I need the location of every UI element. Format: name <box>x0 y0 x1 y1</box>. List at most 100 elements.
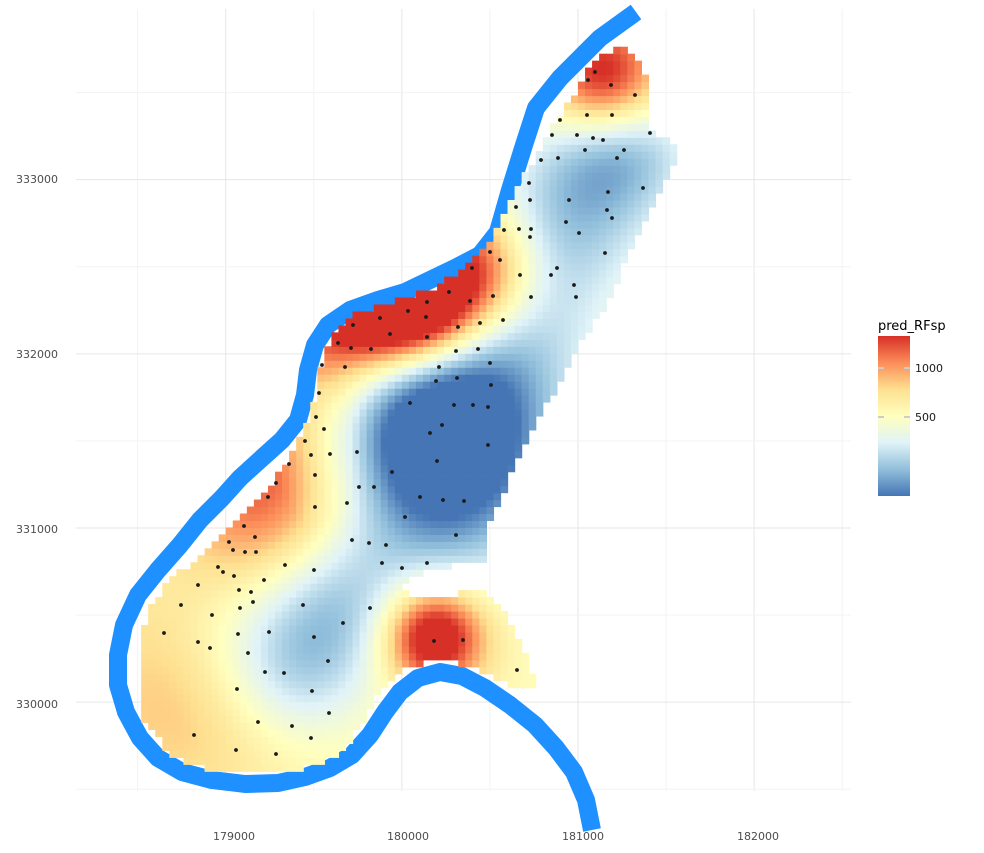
raster-cell <box>246 701 255 710</box>
raster-cell <box>535 381 544 389</box>
raster-cell <box>324 743 332 751</box>
raster-cell <box>479 402 487 410</box>
raster-cell <box>577 102 586 111</box>
raster-cell <box>394 381 403 389</box>
raster-cell <box>585 193 593 201</box>
raster-cell <box>514 220 523 229</box>
raster-cell <box>486 262 495 271</box>
raster-cell <box>479 652 487 661</box>
raster-cell <box>641 193 650 201</box>
raster-cell <box>183 722 192 731</box>
raster-cell <box>627 130 635 138</box>
raster-cell <box>437 429 445 438</box>
raster-cell <box>521 311 530 320</box>
raster-cell <box>592 123 600 131</box>
raster-cell <box>415 304 424 313</box>
raster-cell <box>528 255 537 264</box>
raster-cell <box>289 666 297 675</box>
raster-cell <box>415 534 424 542</box>
raster-cell <box>507 374 516 382</box>
raster-cell <box>352 541 361 549</box>
raster-cell <box>169 645 177 654</box>
raster-cell <box>218 757 227 765</box>
raster-cell <box>232 527 241 535</box>
raster-cell <box>239 562 248 570</box>
raster-cell <box>401 402 410 410</box>
raster-cell <box>486 311 495 320</box>
raster-cell <box>387 450 396 459</box>
raster-cell <box>486 290 495 299</box>
raster-cell <box>634 158 642 166</box>
raster-cell <box>183 680 192 689</box>
raster-cell <box>620 123 628 131</box>
raster-cell <box>500 652 509 661</box>
raster-cell <box>422 388 431 396</box>
sample-point <box>232 574 236 578</box>
raster-cell <box>549 318 558 326</box>
raster-cell <box>155 729 163 738</box>
raster-cell <box>430 304 438 313</box>
raster-cell <box>415 325 424 333</box>
raster-cell <box>246 624 255 633</box>
raster-cell <box>246 715 255 724</box>
raster-cell <box>507 680 516 689</box>
raster-cell <box>458 269 466 278</box>
raster-cell <box>239 666 248 675</box>
raster-cell <box>204 708 213 717</box>
raster-cell <box>570 109 579 117</box>
raster-cell <box>267 590 276 598</box>
raster-cell <box>570 144 579 152</box>
raster-cell <box>232 659 241 668</box>
raster-cell <box>303 694 311 703</box>
raster-cell <box>465 617 473 626</box>
raster-cell <box>141 680 149 689</box>
raster-cell <box>465 304 473 313</box>
raster-cell <box>345 694 354 703</box>
sample-point <box>528 235 532 239</box>
raster-cell <box>352 673 361 682</box>
raster-cell <box>373 318 382 326</box>
raster-cell <box>253 701 262 710</box>
raster-cell <box>246 638 255 647</box>
raster-cell <box>528 339 537 347</box>
sample-point <box>227 540 231 544</box>
raster-cell <box>444 464 452 473</box>
raster-cell <box>352 680 361 689</box>
raster-cell <box>331 499 340 508</box>
raster-cell <box>430 478 438 487</box>
raster-cell <box>324 527 332 535</box>
raster-cell <box>380 666 389 675</box>
raster-cell <box>289 485 297 494</box>
raster-cell <box>324 367 332 375</box>
raster-cell <box>641 206 650 215</box>
raster-cell <box>373 617 382 626</box>
raster-cell <box>451 617 459 626</box>
raster-cell <box>267 611 276 619</box>
raster-cell <box>620 193 628 201</box>
raster-cell <box>472 478 480 487</box>
raster-cell <box>324 534 332 542</box>
raster-cell <box>345 659 354 668</box>
raster-cell <box>486 415 495 424</box>
raster-cell <box>521 673 530 682</box>
raster-cell <box>563 318 572 326</box>
raster-cell <box>415 659 424 668</box>
raster-cell <box>190 680 199 689</box>
raster-cell <box>162 722 170 731</box>
raster-cell <box>437 624 445 633</box>
raster-cell <box>289 743 297 751</box>
raster-cell <box>373 576 382 584</box>
raster-cell <box>232 750 241 758</box>
raster-cell <box>387 318 396 326</box>
sample-point <box>231 548 235 552</box>
raster-cell <box>387 562 396 570</box>
raster-cell <box>458 478 466 487</box>
raster-cell <box>338 443 347 452</box>
sample-point <box>349 346 353 350</box>
raster-cell <box>648 137 657 145</box>
raster-cell <box>592 144 600 152</box>
raster-cell <box>204 687 213 696</box>
raster-cell <box>627 158 635 166</box>
raster-cell <box>563 130 572 138</box>
raster-cell <box>310 520 318 529</box>
